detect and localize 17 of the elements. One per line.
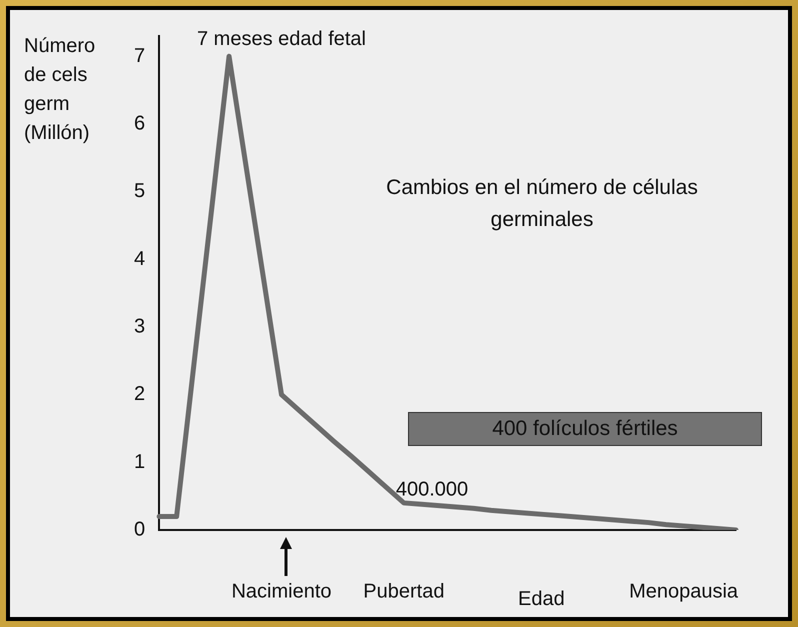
y-tick-label: 3 xyxy=(134,316,146,338)
y-tick-label: 5 xyxy=(134,180,146,202)
annotation: 400.000 xyxy=(396,478,468,500)
y-tick-label: 0 xyxy=(134,518,146,541)
label-box: 400 folículos fértiles xyxy=(408,412,762,446)
x-axis-title: Edad xyxy=(518,588,565,611)
x-tick-label: Menopausia xyxy=(629,580,739,603)
x-tick-label: Nacimiento xyxy=(231,580,332,603)
y-tick-label: 4 xyxy=(134,248,146,270)
y-tick-label: 7 xyxy=(134,44,146,67)
y-tick-label: 1 xyxy=(134,450,146,473)
annotation: 7 meses edad fetal xyxy=(197,27,366,52)
text: Cambios en el número de células germinales xyxy=(385,175,699,233)
x-tick-label: Pubertad xyxy=(363,580,444,603)
y-tick-label: 6 xyxy=(134,112,146,134)
y-axis-title: Número de cels germ (Millón) xyxy=(24,34,96,146)
y-tick-label: 2 xyxy=(134,383,146,406)
